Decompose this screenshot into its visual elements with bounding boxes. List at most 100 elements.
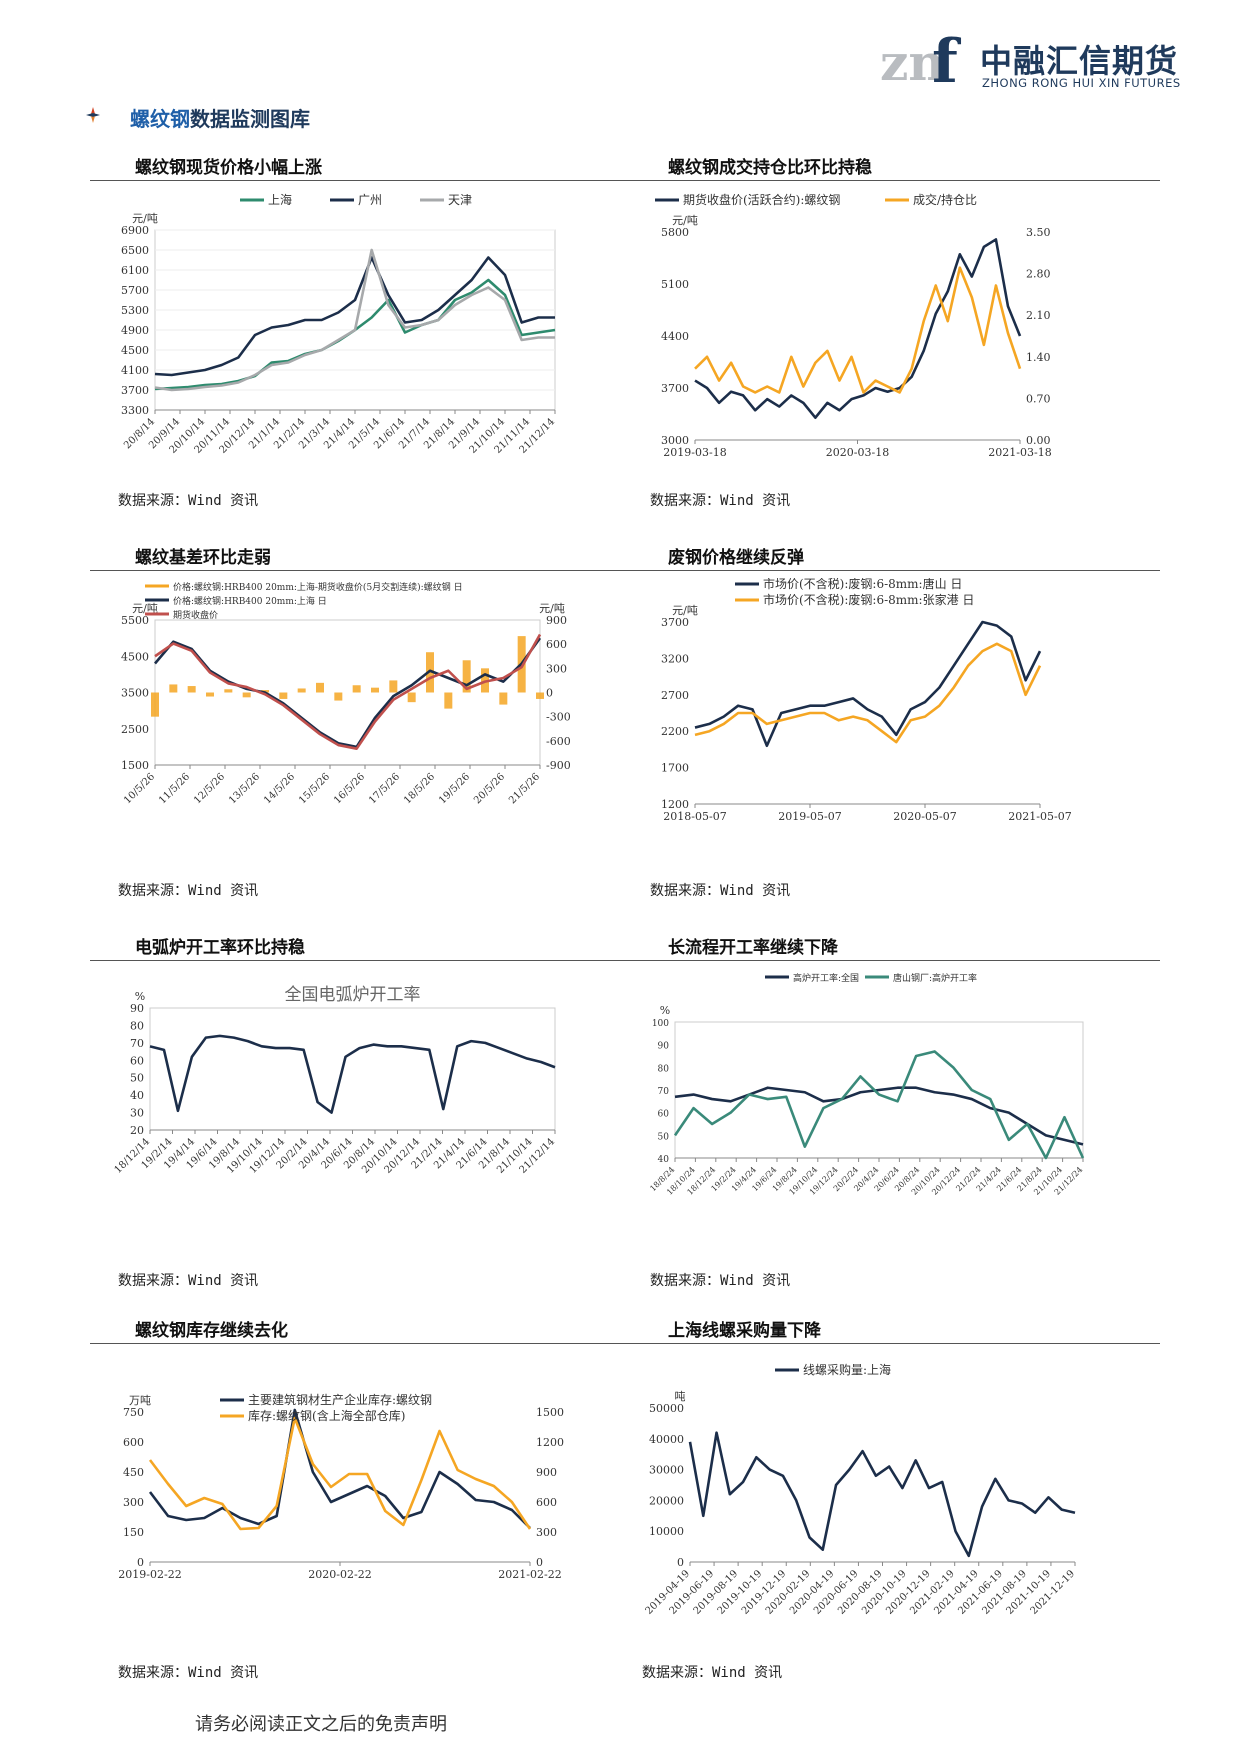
chart-bf-rate: %40506070809010018/8/2418/10/2418/12/241…: [648, 972, 1084, 1197]
chart-2-bar-4: [224, 689, 233, 693]
chart-3-ytick-1: 1700: [661, 762, 689, 775]
chart-0-legend-label-1: 广州: [358, 193, 382, 207]
chart-3-legend-label-1: 市场价(不含税):废钢:6-8mm:张家港 日: [763, 592, 974, 607]
chart-0-ytick-9: 6900: [121, 224, 149, 237]
chart-0-ytick-1: 3700: [121, 384, 149, 397]
chart-3-ytick-5: 3700: [661, 616, 689, 629]
chart-6-ytick-0: 0: [137, 1556, 144, 1569]
chart-2-bar-8: [297, 688, 306, 693]
chart-6-y2tick-1: 300: [536, 1526, 557, 1539]
chart-2-bar-3: [206, 692, 214, 697]
chart-4-ytick-3: 50: [130, 1072, 144, 1085]
chart-7-ytick-3: 30000: [649, 1464, 684, 1477]
chart-5-legend-label-1: 唐山钢厂:高炉开工率: [893, 972, 977, 984]
chart-2-xtick-3: 13/5/26: [227, 771, 262, 806]
chart-4-ytick-1: 30: [130, 1107, 144, 1120]
chart-volume-oi-ratio: 元/吨 3000 3700 4400 5100 5800 0.00 0.70 1.40 2.10 2…: [655, 192, 1052, 459]
chart-3-xtick-2: 2020-05-07: [893, 810, 956, 823]
chart-2-y2tick-0: -900: [546, 759, 571, 772]
chart-7-ytick-5: 50000: [649, 1402, 684, 1415]
chart-3-legend-label-0: 市场价(不含税):废钢:6-8mm:唐山 日: [763, 578, 962, 591]
section-title: 螺纹钢数据监测图库: [130, 107, 310, 131]
company-name-en: ZHONG RONG HUI XIN FUTURES: [982, 76, 1181, 90]
chart-6-xtick-0: 2019-02-22: [118, 1568, 181, 1581]
chart-4-ytick-2: 40: [130, 1089, 144, 1102]
chart-2-xtick-2: 12/5/26: [192, 771, 227, 806]
chart-1-ytick-4: 5800: [661, 226, 689, 239]
figure-source-4: 数据来源：Wind 资讯: [650, 883, 791, 899]
chart-basis: 元/吨 元/吨 1500 2500 3500 4500 5500 -900 -600 -300 0 3…: [121, 581, 571, 806]
chart-2-y2tick-3: 0: [546, 687, 553, 700]
chart-2-bar-16: [444, 692, 453, 709]
chart-2-xtick-6: 16/5/26: [332, 771, 367, 806]
chart-2-bar-21: [536, 692, 544, 699]
chart-1-ytick-2: 4400: [661, 330, 689, 343]
chart-7-ytick-1: 10000: [649, 1525, 684, 1538]
chart-6-y2tick-3: 900: [536, 1466, 557, 1479]
chart-2-xtick-11: 21/5/26: [507, 771, 542, 806]
figure-title-3: 螺纹基差环比走弱: [135, 548, 271, 568]
figure-title-5: 电弧炉开工率环比持稳: [135, 938, 305, 958]
chart-1-ylabel: 元/吨: [672, 214, 698, 227]
chart-5-ytick-0: 40: [658, 1155, 670, 1165]
chart-3-ytick-3: 2700: [661, 689, 689, 702]
figure-source-3: 数据来源：Wind 资讯: [118, 883, 259, 899]
chart-0-legend-label-0: 上海: [268, 192, 292, 207]
chart-1-y2tick-3: 2.10: [1026, 309, 1051, 322]
chart-4-title: 全国电弧炉开工率: [285, 985, 421, 1005]
chart-2-ytick-2: 3500: [121, 687, 149, 700]
chart-1-legend-label-0: 期货收盘价(活跃合约):螺纹钢: [683, 192, 840, 207]
chart-2-ytick-0: 1500: [121, 759, 149, 772]
chart-0-ylabel: 元/吨: [132, 212, 158, 225]
chart-3-ytick-2: 2200: [661, 725, 689, 738]
chart-6-y2tick-0: 0: [536, 1556, 543, 1569]
chart-scrap-price: 元/吨 1200 1700 2200 2700 3200 3700 2018-05-07 201…: [661, 578, 1072, 823]
chart-2-legend-label-1: 价格:螺纹钢:HRB400 20mm:上海 日: [173, 595, 327, 607]
chart-5-series-0: [674, 1086, 1084, 1146]
chart-7-ytick-4: 40000: [649, 1433, 684, 1446]
chart-5-ytick-3: 70: [658, 1087, 670, 1097]
chart-2-bar-9: [316, 682, 324, 693]
chart-2-bar-13: [389, 680, 398, 693]
chart-2-bar-1: [169, 684, 178, 693]
chart-2-ytick-1: 2500: [121, 723, 149, 736]
chart-1-series-1: [694, 266, 1022, 394]
chart-0-group: 元/吨 3300 3700 4100 4500 4900 5300 5700 6100 6500 6…: [121, 192, 557, 456]
chart-3-ytick-0: 1200: [661, 798, 689, 811]
chart-2-series-1: [154, 637, 542, 749]
chart-3-xtick-3: 2021-05-07: [1008, 810, 1071, 823]
figure-title-6: 长流程开工率继续下降: [668, 938, 838, 958]
chart-1-xtick-1: 2020-03-18: [826, 446, 889, 459]
figure-title-8: 上海线螺采购量下降: [668, 1321, 821, 1341]
chart-3-series-0: [694, 620, 1042, 748]
chart-shanghai-purchase: 吨010000200003000040000500002019-04-19201…: [645, 1362, 1077, 1617]
chart-2-xtick-8: 18/5/26: [402, 771, 437, 806]
chart-2-bar-17: [462, 660, 471, 693]
chart-2-xtick-9: 19/5/26: [437, 771, 472, 806]
figure-title-7: 螺纹钢库存继续去化: [135, 1321, 288, 1341]
chart-2-bar-19: [499, 692, 508, 705]
figure-source-2: 数据来源：Wind 资讯: [650, 493, 791, 509]
chart-0-series-1: [154, 256, 555, 377]
figure-source-8: 数据来源：Wind 资讯: [642, 1665, 783, 1681]
chart-2-ytick-4: 5500: [121, 614, 149, 627]
chart-6-xtick-2: 2021-02-22: [498, 1568, 561, 1581]
chart-2-xtick-4: 14/5/26: [262, 771, 297, 806]
figure-title-1: 螺纹钢现货价格小幅上涨: [135, 158, 322, 178]
figure-source-1: 数据来源：Wind 资讯: [118, 493, 259, 509]
chart-5-ylabel: %: [660, 1004, 670, 1017]
chart-5-ytick-6: 100: [652, 1019, 669, 1029]
chart-1-y2tick-4: 2.80: [1026, 268, 1051, 281]
chart-7-ylabel: 吨: [675, 1390, 686, 1403]
chart-2-series-2: [154, 633, 542, 750]
chart-6-ytick-3: 450: [123, 1466, 144, 1479]
chart-1-legend-label-1: 成交/持仓比: [913, 192, 977, 207]
chart-0-series-2: [154, 248, 555, 392]
chart-5-group: %40506070809010018/8/2418/10/2418/12/241…: [648, 972, 1084, 1197]
chart-5-ytick-4: 80: [658, 1064, 670, 1074]
chart-4-ytick-7: 90: [130, 1002, 144, 1015]
chart-2-y2tick-1: -600: [546, 735, 571, 748]
chart-4-series-0: [149, 1034, 556, 1114]
chart-1-xtick-0: 2019-03-18: [663, 446, 726, 459]
chart-0-ytick-7: 6100: [121, 264, 149, 277]
